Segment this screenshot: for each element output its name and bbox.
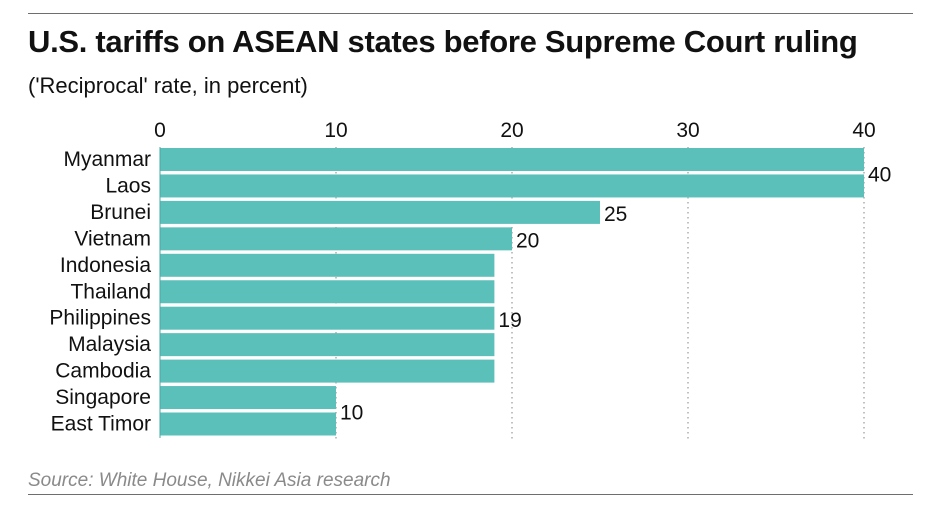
bar <box>160 386 336 410</box>
category-label: Cambodia <box>55 360 151 383</box>
bar <box>160 359 495 383</box>
category-label: Malaysia <box>68 333 151 356</box>
category-label: East Timor <box>51 413 151 436</box>
source-note: Source: White House, Nikkei Asia researc… <box>28 470 391 491</box>
category-label: Thailand <box>70 280 151 303</box>
bar <box>160 333 495 357</box>
bar <box>160 174 864 198</box>
x-tick-label: 30 <box>676 119 699 142</box>
category-label: Vietnam <box>74 227 151 250</box>
category-label: Myanmar <box>63 148 151 171</box>
category-label: Philippines <box>49 307 151 330</box>
chart-subtitle: ('Reciprocal' rate, in percent) <box>28 73 308 98</box>
bar <box>160 253 495 277</box>
chart-title: U.S. tariffs on ASEAN states before Supr… <box>28 24 858 59</box>
category-label: Brunei <box>90 201 151 224</box>
category-label: Singapore <box>55 386 151 409</box>
bar <box>160 412 336 436</box>
bar <box>160 306 495 330</box>
bar <box>160 200 600 224</box>
x-tick-label: 40 <box>852 119 875 142</box>
bar <box>160 148 864 171</box>
data-label: 19 <box>498 309 521 332</box>
x-tick-label: 0 <box>154 119 166 142</box>
category-label: Laos <box>105 174 151 197</box>
bar <box>160 227 512 251</box>
data-label: 10 <box>340 402 363 425</box>
data-label: 40 <box>868 163 891 186</box>
category-label: Indonesia <box>60 254 151 277</box>
x-tick-label: 20 <box>500 119 523 142</box>
data-label: 25 <box>604 203 627 226</box>
data-label: 20 <box>516 230 539 253</box>
top-rule <box>28 13 913 14</box>
bottom-rule <box>28 494 913 495</box>
x-tick-label: 10 <box>324 119 347 142</box>
bar <box>160 280 495 304</box>
